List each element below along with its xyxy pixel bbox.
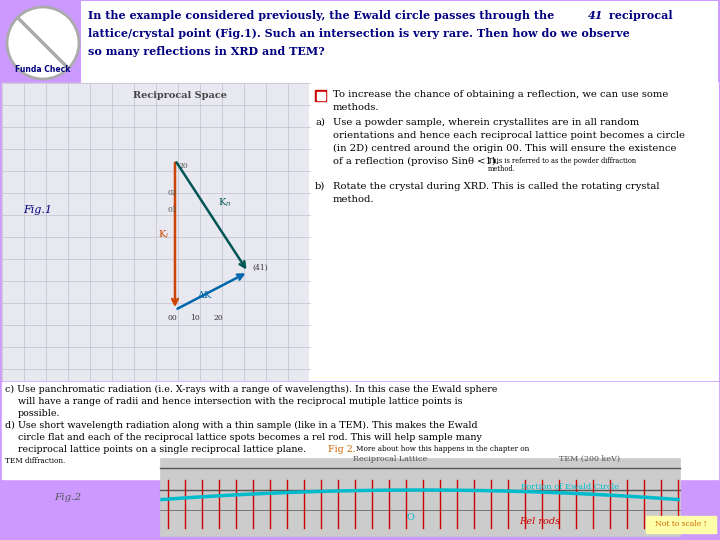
- Text: Funda Check: Funda Check: [15, 65, 71, 75]
- Text: possible.: possible.: [18, 409, 60, 418]
- Text: reciprocal: reciprocal: [605, 10, 672, 21]
- Text: TEM (200 keV): TEM (200 keV): [559, 455, 621, 463]
- Text: method.: method.: [488, 165, 516, 173]
- Bar: [646, 516, 716, 533]
- Text: b): b): [315, 182, 325, 191]
- Text: 20: 20: [213, 314, 223, 322]
- Text: Fig.2: Fig.2: [55, 492, 81, 502]
- Bar: [160, 458, 680, 536]
- Text: Fig.1: Fig.1: [24, 205, 53, 215]
- Text: d) Use short wavelength radiation along with a thin sample (like in a TEM). This: d) Use short wavelength radiation along …: [5, 421, 477, 430]
- Text: lattice/crystal point (Fig.1). Such an intersection is very rare. Then how do we: lattice/crystal point (Fig.1). Such an i…: [88, 28, 630, 39]
- Text: In the example considered previously, the Ewald circle passes through the: In the example considered previously, th…: [88, 10, 558, 21]
- Bar: [315, 90, 326, 101]
- Text: 41: 41: [588, 10, 603, 21]
- Circle shape: [7, 7, 79, 79]
- Text: Use a powder sample, wherein crystallites are in all random: Use a powder sample, wherein crystallite…: [333, 118, 639, 127]
- Text: K$_i$: K$_i$: [158, 228, 169, 241]
- Text: Portion of Ewald Circle: Portion of Ewald Circle: [521, 483, 619, 491]
- Bar: [2, 83, 310, 380]
- Text: will have a range of radii and hence intersection with the reciprocal mutiple la: will have a range of radii and hence int…: [18, 397, 462, 406]
- Text: ΔK: ΔK: [198, 291, 212, 300]
- Text: Reciprocal Lattice: Reciprocal Lattice: [353, 455, 427, 463]
- Text: TEM diffraction.: TEM diffraction.: [5, 457, 66, 465]
- Text: (in 2D) centred around the origin 00. This will ensure the existence: (in 2D) centred around the origin 00. Th…: [333, 144, 677, 153]
- Text: (41): (41): [252, 264, 268, 272]
- Text: Rotate the crystal during XRD. This is called the rotating crystal: Rotate the crystal during XRD. This is c…: [333, 182, 660, 191]
- Text: c) Use panchromatic radiation (i.e. X-rays with a range of wavelengths). In this: c) Use panchromatic radiation (i.e. X-ra…: [5, 385, 498, 394]
- Text: 02: 02: [167, 189, 176, 197]
- Text: Reciprocal Space: Reciprocal Space: [133, 91, 227, 99]
- Text: K$_n$: K$_n$: [218, 196, 231, 209]
- Text: Fig 2.: Fig 2.: [328, 445, 356, 454]
- Bar: [2, 382, 718, 479]
- Text: method.: method.: [333, 195, 374, 204]
- Text: 10: 10: [190, 314, 200, 322]
- Text: O: O: [406, 513, 414, 522]
- Text: To increase the chance of obtaining a reflection, we can use some: To increase the chance of obtaining a re…: [333, 90, 668, 99]
- Text: Rel rods: Rel rods: [519, 517, 561, 526]
- Bar: [310, 83, 718, 380]
- Text: methods.: methods.: [333, 103, 379, 112]
- Text: More about how this happens in the chapter on: More about how this happens in the chapt…: [356, 445, 529, 453]
- Text: so many reflections in XRD and TEM?: so many reflections in XRD and TEM?: [88, 46, 325, 57]
- Text: orientations and hence each reciprocal lattice point becomes a circle: orientations and hence each reciprocal l…: [333, 131, 685, 140]
- Bar: [82, 2, 717, 82]
- Text: Not to scale !: Not to scale !: [655, 521, 707, 529]
- Text: 01: 01: [167, 206, 176, 214]
- Text: of a reflection (proviso Sinθ <1).: of a reflection (proviso Sinθ <1).: [333, 157, 499, 166]
- Text: 20: 20: [178, 162, 188, 170]
- Text: circle flat and each of the reciprocal lattice spots becomes a rel rod. This wil: circle flat and each of the reciprocal l…: [18, 433, 482, 442]
- Text: a): a): [315, 118, 325, 127]
- Text: reciprocal lattice points on a single reciprocal lattice plane.: reciprocal lattice points on a single re…: [18, 445, 306, 454]
- Text: This is referred to as the powder diffraction: This is referred to as the powder diffra…: [488, 157, 636, 165]
- Bar: [317, 91, 325, 99]
- Text: 00: 00: [167, 314, 177, 322]
